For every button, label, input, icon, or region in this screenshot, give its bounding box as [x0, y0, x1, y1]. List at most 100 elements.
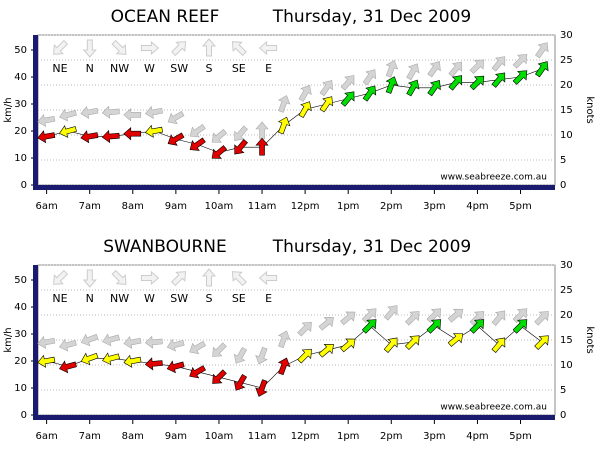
x-tick-label: 9am	[165, 431, 187, 442]
compass-label: E	[265, 292, 272, 305]
wind-arrow	[448, 75, 463, 91]
gust-arrow	[37, 335, 56, 349]
gust-arrow	[123, 108, 142, 122]
wind-arrow	[404, 335, 420, 350]
y-tick-label: 0	[21, 410, 27, 421]
gust-arrow	[362, 69, 377, 86]
gust-arrow	[59, 108, 77, 122]
chart-title: SWANBOURNE	[103, 237, 226, 257]
compass-arrow	[140, 40, 160, 56]
gust-arrow	[167, 110, 185, 125]
wind-arrow	[427, 80, 441, 97]
gust-arrow	[59, 338, 77, 352]
compass-label: SW	[170, 292, 188, 305]
gust-arrow	[277, 95, 291, 113]
wind-arrow	[145, 124, 163, 138]
gust-arrow	[512, 54, 528, 69]
x-tick-label: 8am	[122, 431, 144, 442]
gust-arrow	[144, 335, 163, 349]
gust-arrow	[80, 333, 99, 347]
x-tick-label: 7am	[79, 201, 101, 212]
wind-arrow	[59, 125, 77, 138]
gust-arrow	[145, 105, 163, 119]
y2-tick-label: 30	[560, 260, 573, 271]
wind-arrow	[340, 338, 356, 353]
gust-arrow	[448, 61, 463, 78]
gust-arrow	[298, 85, 312, 102]
wind-arrow	[318, 344, 334, 358]
wind-arrow	[234, 139, 248, 155]
wind-arrow	[277, 116, 291, 135]
compass-arrow	[258, 40, 278, 56]
compass-arrow	[111, 39, 127, 55]
y-tick-label: 20	[14, 126, 27, 137]
x-tick-label: 12pm	[291, 201, 320, 212]
gust-arrow	[535, 42, 549, 59]
wind-arrow	[534, 335, 549, 350]
x-tick-label: 5pm	[509, 431, 531, 442]
wind-arrow	[233, 374, 248, 391]
y2-tick-label: 25	[560, 285, 573, 296]
compass-label: N	[86, 62, 94, 75]
chart-title: OCEAN REEF	[111, 7, 220, 27]
wind-arrow	[362, 85, 377, 102]
compass-label: E	[265, 62, 272, 75]
wind-arrow	[385, 76, 399, 94]
wind-arrow	[37, 354, 56, 368]
gust-arrow	[534, 311, 549, 326]
compass-arrow	[258, 270, 278, 286]
wind-arrow	[59, 360, 77, 374]
y2-axis-label: knots	[584, 96, 595, 123]
gust-arrow	[426, 308, 442, 323]
x-tick-label: 10am	[205, 201, 234, 212]
compass-label: S	[206, 62, 213, 75]
compass-label: NE	[52, 62, 67, 75]
compass-label: W	[144, 62, 155, 75]
x-tick-label: 1pm	[337, 201, 359, 212]
wind-arrow	[102, 352, 120, 366]
wind-arrow	[512, 70, 528, 85]
wind-arrow	[469, 75, 485, 91]
wind-arrow	[80, 130, 99, 144]
y-tick-label: 10	[14, 383, 27, 394]
x-tick-label: 11am	[248, 431, 277, 442]
gust-arrow	[383, 305, 398, 321]
gust-arrow	[233, 347, 248, 364]
wind-arrow	[144, 357, 163, 371]
gust-arrow	[234, 125, 248, 141]
gust-arrow	[406, 63, 420, 81]
chart-date: Thursday, 31 Dec 2009	[272, 237, 471, 257]
wind-arrow	[189, 137, 206, 151]
gust-arrow	[211, 128, 228, 143]
compass-label: S	[206, 292, 213, 305]
x-tick-label: 5pm	[509, 201, 531, 212]
compass-label: W	[144, 292, 155, 305]
gust-arrow	[361, 308, 377, 323]
y-tick-label: 40	[14, 72, 27, 83]
gust-arrow	[385, 60, 399, 78]
gust-arrow	[255, 346, 268, 365]
wind-arrow	[101, 129, 120, 144]
y-tick-label: 30	[14, 329, 27, 340]
wind-arrow	[123, 127, 142, 141]
footer: www.seabreeze.com.au	[440, 173, 547, 183]
wind-arrow	[535, 61, 549, 78]
y-tick-label: 0	[21, 180, 27, 191]
compass-arrow	[171, 41, 187, 57]
gust-arrow	[491, 56, 506, 72]
wind-arrow	[167, 132, 185, 146]
wind-arrow	[361, 319, 377, 334]
x-tick-label: 4pm	[466, 201, 488, 212]
y2-tick-label: 15	[560, 335, 573, 346]
wind-arrow	[212, 369, 227, 384]
wind-arrow	[340, 91, 355, 107]
x-tick-label: 6am	[35, 201, 57, 212]
gust-arrow	[102, 333, 120, 347]
compass-arrow	[53, 269, 69, 285]
gust-arrow	[318, 317, 334, 331]
y2-axis-label: knots	[584, 326, 595, 353]
wind-arrow	[297, 348, 312, 364]
footer: www.seabreeze.com.au	[440, 403, 547, 413]
gust-arrow	[101, 105, 120, 119]
